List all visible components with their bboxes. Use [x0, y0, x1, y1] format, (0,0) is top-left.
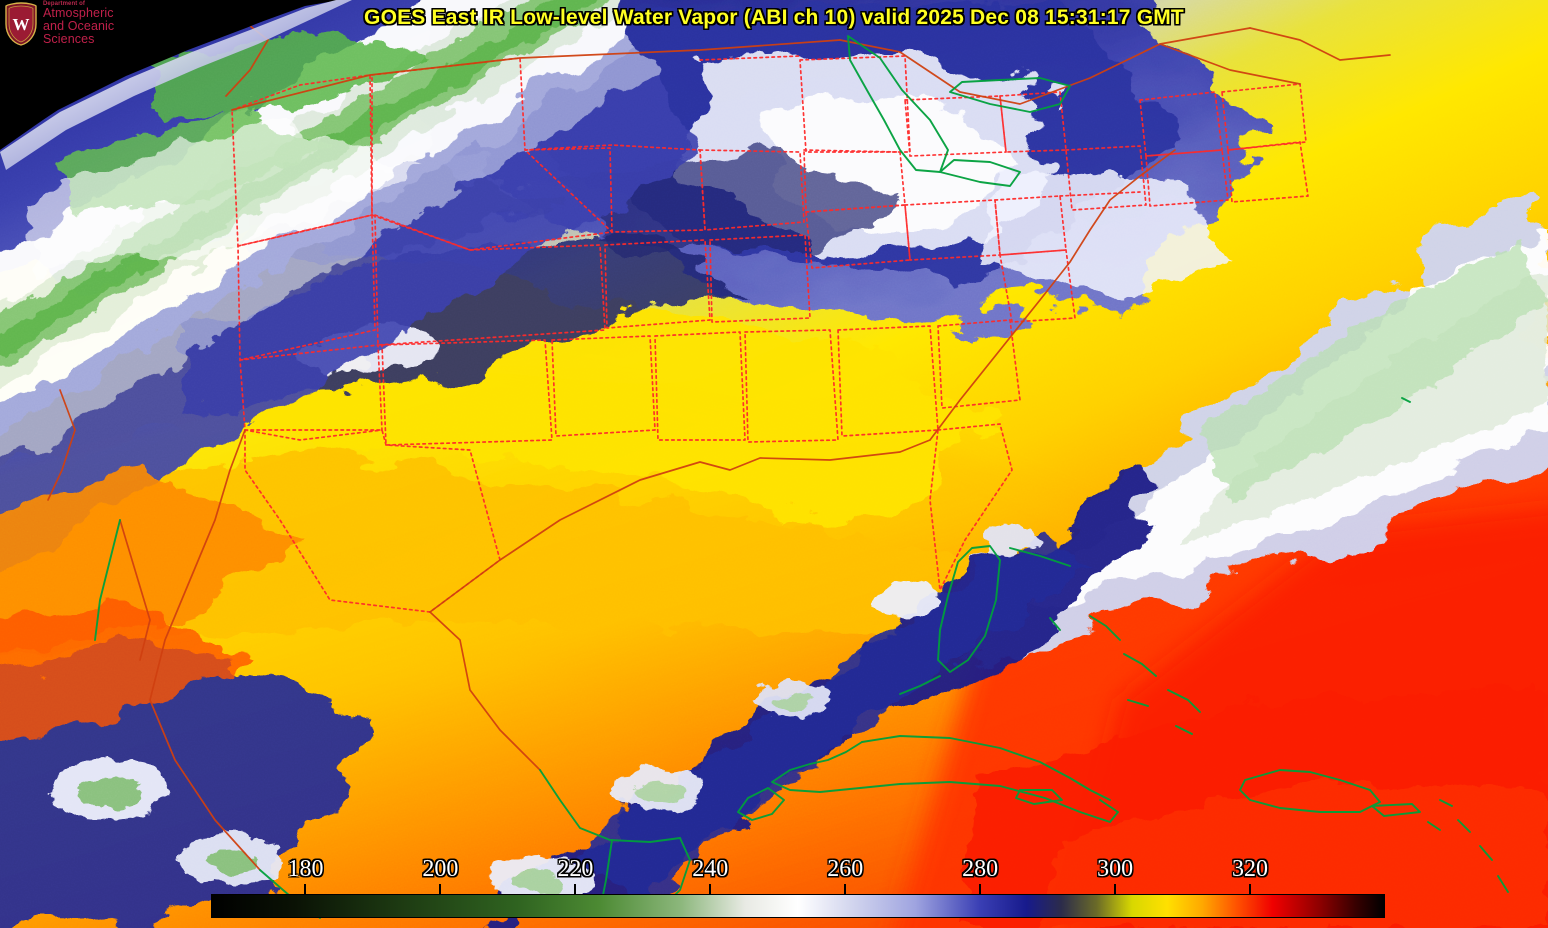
colorbar-tick	[709, 884, 712, 895]
logo-department-line: Department of	[43, 1, 85, 8]
logo-line-2: and Oceanic Sciences	[43, 19, 115, 46]
logo-line-1: Atmospheric	[43, 6, 114, 21]
colorbar-tick	[844, 884, 847, 895]
uw-aos-logo: W Department of Atmospheric and Oceanic …	[0, 0, 156, 47]
colorbar-tick	[979, 884, 982, 895]
colorbar-tick	[574, 884, 577, 895]
uw-crest-icon: W	[5, 1, 37, 46]
svg-text:W: W	[13, 15, 30, 34]
colorbar-gradient	[211, 894, 1385, 918]
colorbar-tick	[304, 884, 307, 895]
colorbar-tick	[1114, 884, 1117, 895]
colorbar	[211, 894, 1385, 918]
colorbar-tick	[439, 884, 442, 895]
colorbar-tick	[1249, 884, 1252, 895]
